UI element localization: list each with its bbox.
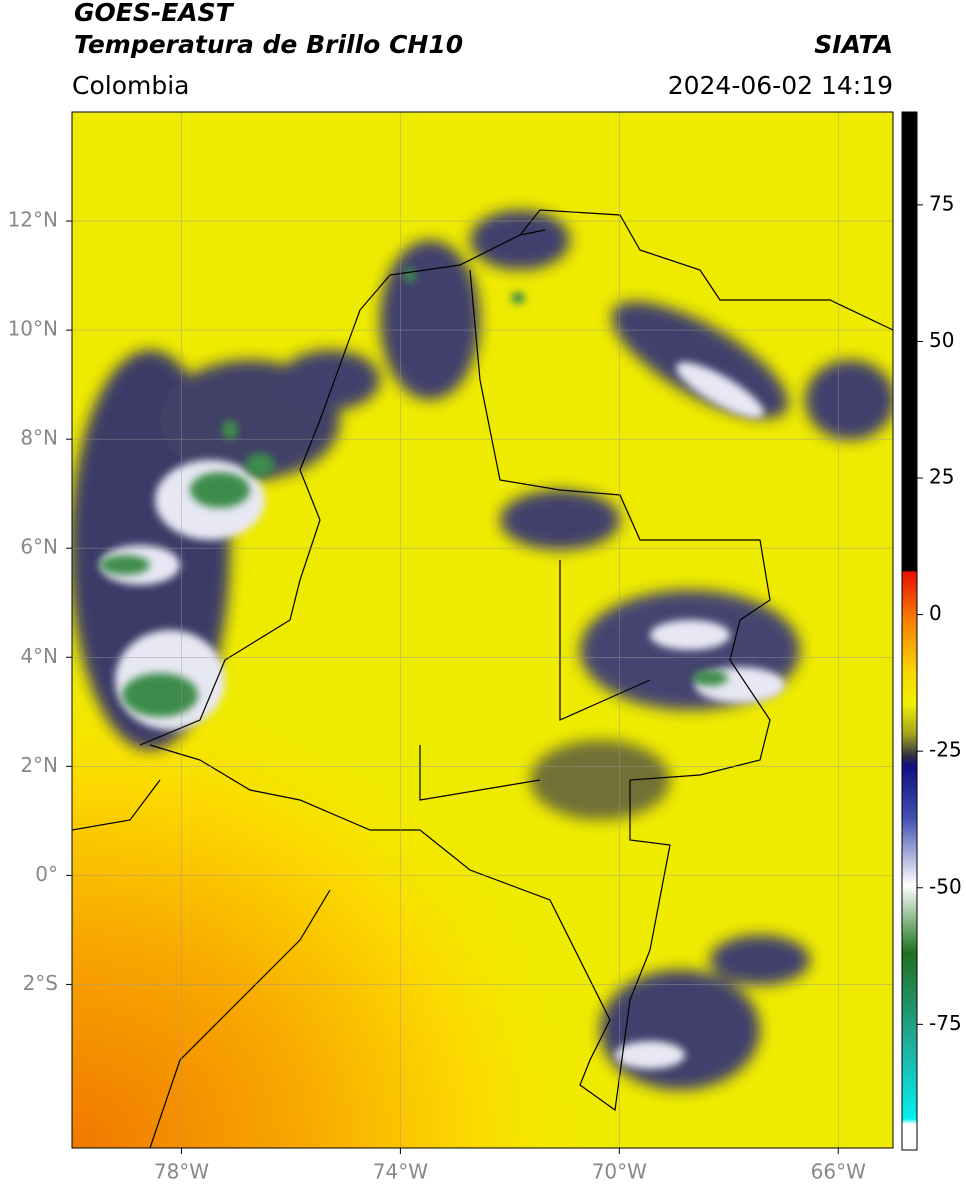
y-tick-label: 4°N [20,644,58,668]
satellite-image [72,112,893,1148]
title: GOES-EAST [74,0,235,27]
colorbar-tick-label: 0 [929,601,942,625]
borders [72,209,893,1148]
x-tick-label: 78°W [154,1160,209,1184]
colorbar-tick-label: 75 [929,191,954,215]
region: Colombia [72,71,189,100]
subtitle: Temperatura de Brillo CH10 [74,30,463,59]
y-tick-label: 10°N [8,317,58,341]
y-tick-label: 2°N [20,753,58,777]
x-tick-label: 70°W [592,1160,647,1184]
x-tick-label: 66°W [811,1160,866,1184]
source: SIATA [814,30,893,59]
x-tick-label: 74°W [373,1160,428,1184]
map-frame [71,111,894,1149]
colorbar-tick-label: 25 [929,465,954,489]
colorbar-tick-label: -75 [929,1011,962,1035]
colorbar [901,111,918,1151]
y-tick-label: 12°N [8,208,58,232]
grid [72,112,893,1148]
colorbar-tick-label: -25 [929,738,962,762]
colorbar-tick-label: -50 [929,874,962,898]
y-tick-label: 6°N [20,535,58,559]
y-tick-label: 2°S [23,971,58,995]
colorbar-tick-label: 50 [929,328,954,352]
y-tick-label: 8°N [20,426,58,450]
datetime: 2024-06-02 14:19 [668,71,893,100]
y-tick-label: 0° [35,862,58,886]
